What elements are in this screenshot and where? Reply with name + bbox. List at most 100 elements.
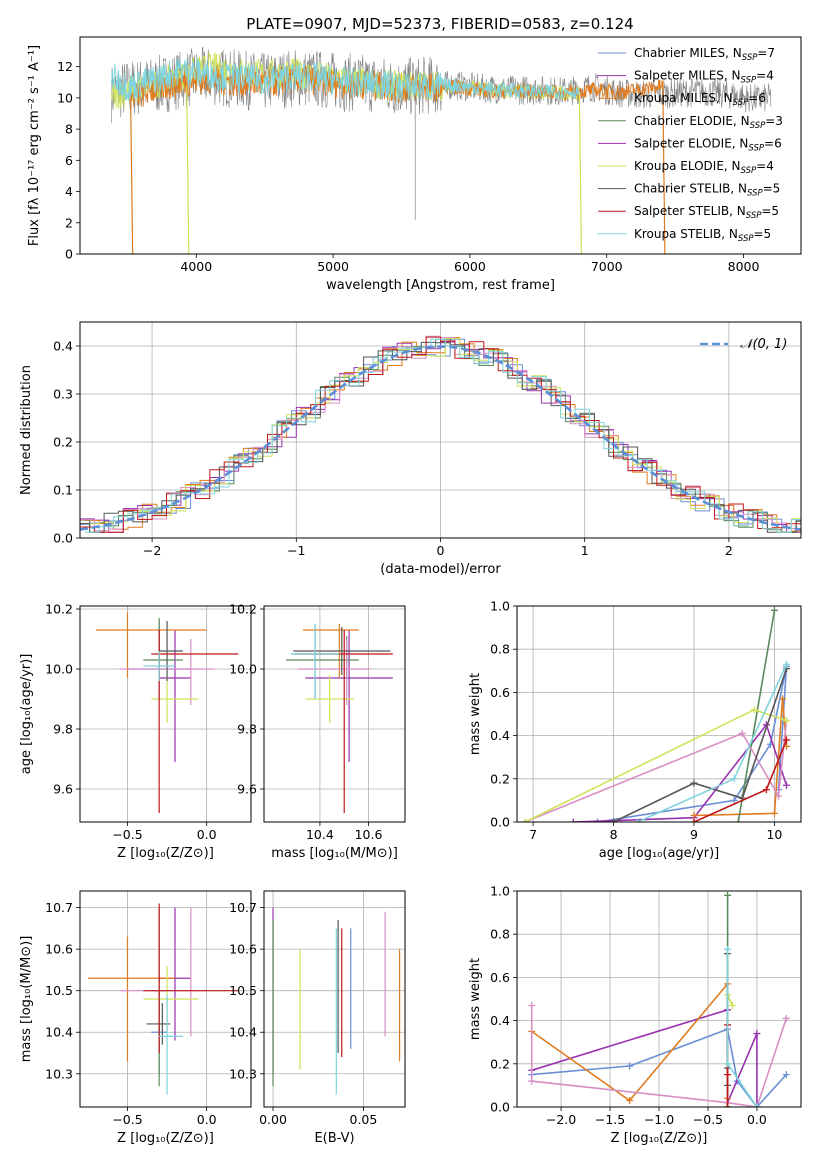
histogram-step — [80, 341, 801, 533]
weight-marker — [724, 945, 732, 953]
weight-marker — [690, 818, 698, 822]
errorbars — [87, 903, 239, 1095]
weight-marker — [728, 1001, 736, 1009]
x-tick-label: −2 — [143, 543, 161, 558]
weight-marker — [724, 1060, 732, 1068]
x-axis-label: E(B-V) — [314, 1131, 354, 1146]
x-axis-label: Z [log₁₀(Z/Z⊙)] — [117, 846, 214, 861]
weight-series-line — [693, 698, 788, 817]
legend-label: Kroupa ELODIE, NSSP=4 — [634, 159, 774, 176]
x-tick-label: −0.5 — [112, 827, 142, 842]
weight-marker — [724, 1103, 732, 1107]
axes-frame — [79, 321, 802, 539]
x-tick-label: 7000 — [591, 259, 623, 274]
y-tick-label: 10.0 — [45, 662, 73, 677]
axes-frame — [516, 605, 802, 823]
y-tick-label: 0.6 — [490, 970, 510, 985]
weight-marker — [774, 792, 782, 800]
spectrum-edge-drop — [578, 93, 583, 254]
axes-frame — [263, 890, 406, 1108]
weight-marker — [724, 1071, 732, 1079]
spectrum-edge-drop — [130, 97, 134, 254]
x-tick-label: 10.4 — [306, 827, 334, 842]
weight-marker — [778, 695, 786, 703]
spectrum-series-line — [111, 46, 772, 124]
weight-series-line — [573, 723, 788, 822]
weight-marker — [593, 818, 601, 822]
y-tick-label: 0.0 — [53, 531, 73, 546]
x-tick-label: 2 — [725, 543, 733, 558]
y-tick-label: 10.5 — [229, 983, 257, 998]
weight-series-line — [737, 610, 776, 822]
y-tick-label: 10.4 — [45, 1025, 73, 1040]
x-tick-label: −1 — [287, 543, 305, 558]
x-tick-label: 7 — [529, 827, 537, 842]
legend-label: Kroupa STELIB, NSSP=5 — [634, 227, 771, 244]
y-tick-label: 6 — [65, 153, 73, 168]
y-tick-label: 0.2 — [490, 1056, 510, 1071]
x-tick-label: −1.0 — [644, 1112, 674, 1127]
weight-series-line — [726, 994, 734, 1006]
spectrum-panel: 4000 5000 6000 7000 8000 0 2 4 6 8 10 12 wavelength … — [27, 36, 802, 293]
spectrum-series-line — [111, 58, 580, 102]
legend-label: 𝒩(0, 1) — [740, 337, 787, 352]
y-tick-label: 1.0 — [490, 599, 510, 614]
y-tick-label: 0.2 — [490, 771, 510, 786]
axes-frame — [79, 605, 252, 823]
legend-label: Salpeter MILES, NSSP=4 — [634, 69, 774, 86]
x-tick-label: 0 — [437, 543, 445, 558]
x-tick-label: 10 — [766, 827, 782, 842]
weight-series-line — [726, 949, 758, 1107]
y-tick-label: 0.8 — [490, 927, 510, 942]
weight-lines — [521, 606, 791, 822]
legend-label: Chabrier MILES, NSSP=7 — [634, 46, 775, 63]
histogram-step — [84, 338, 801, 533]
weight-marker — [626, 1062, 634, 1070]
errorbars — [272, 907, 401, 1095]
weight-marker — [738, 729, 746, 737]
weight-series-line — [637, 663, 788, 822]
y-tick-label: 0.3 — [53, 387, 73, 402]
x-axis-label: Z [log₁₀(Z/Z⊙)] — [117, 1131, 214, 1146]
legend: Chabrier MILES, NSSP=7 Salpeter MILES, NS… — [598, 46, 783, 244]
weight-marker — [770, 809, 778, 817]
x-tick-label: 10.6 — [355, 827, 383, 842]
x-tick-label: −2.0 — [546, 1112, 576, 1127]
y-tick-label: 9.6 — [53, 782, 73, 797]
weight-marker — [783, 716, 791, 724]
weight-marker — [734, 818, 742, 822]
figure-title: PLATE=0907, MJD=52373, FIBERID=0583, z=0… — [246, 15, 633, 33]
x-tick-label: 0.0 — [747, 1112, 767, 1127]
histogram-step — [84, 338, 801, 533]
x-tick-label: 0.0 — [197, 1112, 217, 1127]
axes-frame — [79, 36, 802, 255]
legend-label: Chabrier ELODIE, NSSP=3 — [634, 114, 783, 131]
y-tick-label: 8 — [65, 122, 73, 137]
weight-marker — [626, 1097, 634, 1105]
y-tick-label: 10.7 — [229, 900, 257, 915]
spectrum-edge-drop — [662, 85, 666, 254]
y-tick-label: 10.2 — [45, 602, 73, 617]
y-axis-label: Flux [fλ 10⁻¹⁷ erg cm⁻² s⁻¹ A⁻¹] — [27, 45, 42, 246]
axes-frame — [79, 890, 252, 1108]
weight-series-line — [524, 720, 788, 822]
y-tick-label: 0.6 — [490, 685, 510, 700]
legend-label: Salpeter ELODIE, NSSP=6 — [634, 136, 782, 153]
y-axis-label: Normed distribution — [19, 365, 34, 495]
x-axis-label: wavelength [Angstrom, rest frame] — [326, 278, 555, 293]
weight-marker — [783, 781, 791, 789]
y-tick-label: 10.6 — [229, 942, 257, 957]
x-tick-label: 0.0 — [197, 827, 217, 842]
y-tick-label: 9.8 — [53, 722, 73, 737]
y-tick-label: 10.6 — [45, 942, 73, 957]
weight-marker — [783, 660, 791, 668]
weight-series-line — [597, 666, 788, 822]
y-tick-label: 0.4 — [490, 1013, 510, 1028]
mass-vs-Z-panel: −0.5 0.0 10.3 10.4 10.5 10.6 10.7 Z [log₁₀(Z/Z⊙… — [19, 890, 252, 1146]
weight-marker — [753, 1030, 761, 1038]
weight-marker — [634, 818, 642, 822]
y-tick-label: 0.1 — [53, 483, 73, 498]
x-tick-label: 4000 — [180, 259, 212, 274]
histograms — [80, 335, 801, 533]
weight-marker — [521, 818, 529, 822]
